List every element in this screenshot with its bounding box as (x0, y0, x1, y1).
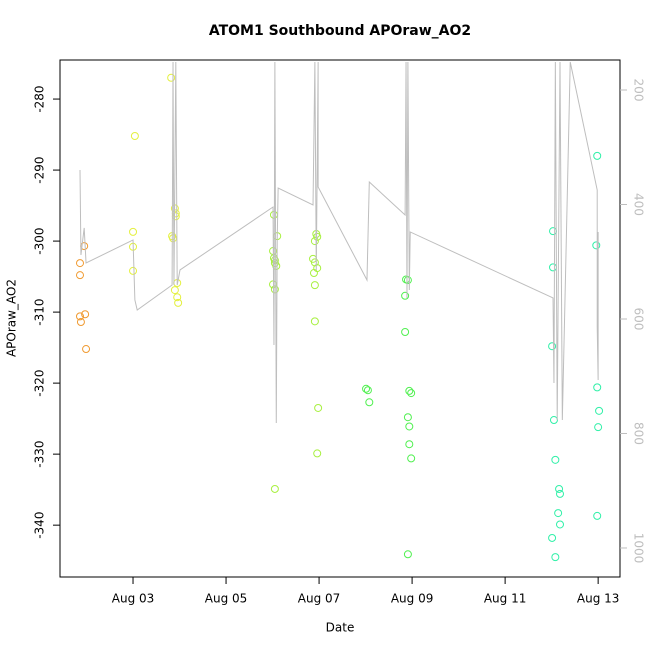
data-point (548, 533, 557, 542)
data-point (549, 227, 558, 236)
data-point (270, 256, 279, 265)
chart-title: ATOM1 Southbound APOraw_AO2 (209, 23, 471, 39)
pressure-line (79, 61, 599, 424)
data-point (551, 553, 560, 562)
data-point (594, 423, 603, 432)
data-point (403, 276, 412, 285)
x-tick-label: Aug 09 (391, 592, 434, 606)
y2-tick-label: 1000 (632, 533, 646, 564)
data-point (551, 455, 560, 464)
data-point (365, 398, 374, 407)
data-point (82, 345, 91, 354)
data-point (403, 413, 412, 422)
data-point (76, 259, 84, 268)
data-point (405, 386, 414, 395)
y2-tick-label: 400 (632, 193, 646, 216)
data-point (129, 266, 138, 275)
plot-frame (59, 59, 621, 578)
x-tick-label: Aug 11 (484, 592, 527, 606)
x-tick-label: Aug 05 (205, 592, 248, 606)
data-point (310, 281, 319, 290)
data-point (593, 511, 602, 520)
data-point (314, 403, 323, 412)
data-point (401, 327, 410, 336)
data-point (595, 406, 604, 415)
x-tick-label: Aug 07 (298, 592, 341, 606)
data-point (401, 291, 410, 300)
y2-tick-label: 800 (632, 422, 646, 445)
data-point (173, 293, 182, 302)
y2-tick-label: 600 (632, 308, 646, 331)
data-point (549, 263, 558, 272)
data-point (405, 422, 414, 431)
data-point (593, 151, 602, 160)
data-point (554, 509, 563, 518)
data-point (76, 318, 85, 327)
data-point (403, 550, 412, 559)
data-point (76, 271, 84, 280)
data-point (363, 386, 372, 395)
y-tick-label: -300 (33, 227, 47, 254)
data-point (270, 285, 279, 294)
data-point (556, 520, 564, 529)
data-point (407, 389, 416, 398)
data-point (313, 232, 322, 241)
y-tick-label: -320 (33, 370, 47, 397)
data-point (407, 454, 416, 463)
data-point (174, 298, 183, 307)
y-tick-label: -280 (33, 85, 47, 112)
data-point (592, 241, 601, 250)
data-point (130, 131, 139, 140)
x-tick-label: Aug 13 (577, 592, 620, 606)
data-point (76, 312, 84, 321)
data-point (593, 383, 602, 392)
y-tick-label: -290 (33, 156, 47, 183)
y-tick-label: -330 (33, 441, 47, 468)
data-point (405, 440, 414, 449)
data-point (170, 286, 179, 295)
data-point (313, 449, 322, 458)
data-point (555, 484, 564, 493)
x-axis-label: Date (326, 621, 355, 635)
data-point (270, 484, 279, 493)
data-point (272, 261, 281, 270)
y-axis-label: APOraw_AO2 (5, 279, 19, 357)
data-point (167, 73, 176, 82)
data-point (556, 489, 564, 498)
data-point (548, 342, 557, 351)
data-point (81, 310, 90, 319)
data-point (362, 384, 371, 393)
data-point (549, 416, 558, 425)
data-point (310, 237, 319, 246)
data-point (310, 317, 319, 326)
data-point (309, 269, 318, 278)
y2-tick-label: 200 (632, 79, 646, 102)
y-tick-label: -340 (33, 512, 47, 539)
x-tick-label: Aug 03 (112, 592, 155, 606)
y-tick-label: -310 (33, 298, 47, 325)
data-point (129, 227, 138, 236)
